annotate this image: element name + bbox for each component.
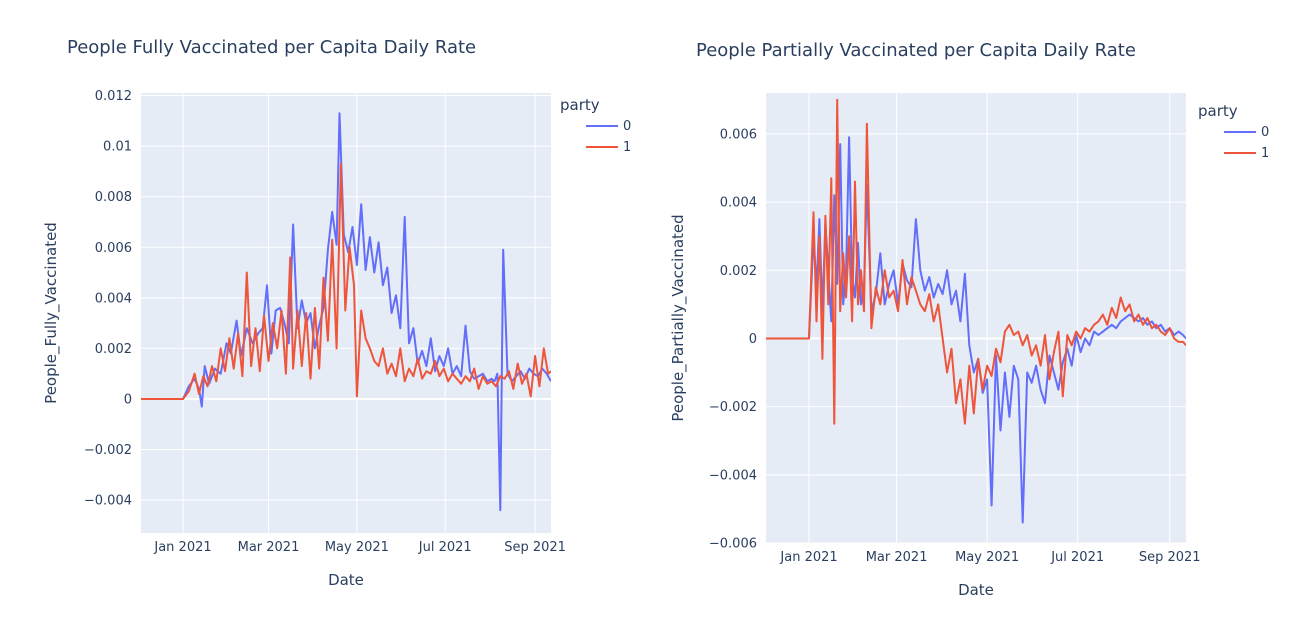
legend-label: 0 — [623, 119, 631, 134]
legend-label: 1 — [623, 140, 631, 155]
plot-area — [141, 93, 551, 533]
x-tick-label: Jan 2021 — [779, 550, 837, 565]
legend-item-1[interactable]: 1 — [1224, 146, 1269, 161]
x-tick-label: Sep 2021 — [504, 540, 566, 555]
x-tick-label: Sep 2021 — [1139, 550, 1201, 565]
y-tick-label: −0.006 — [709, 537, 757, 552]
legend-title: party — [560, 96, 600, 114]
chart-title: People Partially Vaccinated per Capita D… — [696, 40, 1136, 61]
y-axis-title: People_Fully_Vaccinated — [42, 222, 61, 404]
y-tick-label: 0 — [124, 392, 132, 407]
chart-1: −0.004 −0.002 0 0.002 0.004 0.006 0.008 0.01 0.0… — [42, 37, 631, 589]
x-tick-label: Mar 2021 — [238, 540, 300, 555]
y-tick-label: 0 — [749, 332, 757, 347]
series-line-0 — [141, 112, 551, 512]
y-tick-label: 0.006 — [95, 241, 132, 256]
y-tick-label: −0.002 — [84, 443, 132, 458]
x-tick-label: Jan 2021 — [153, 540, 211, 555]
chart-title: People Fully Vaccinated per Capita Daily… — [67, 37, 476, 58]
y-tick-label: 0.004 — [720, 196, 757, 211]
y-tick-label: 0.006 — [720, 127, 757, 142]
y-tick-label: 0.004 — [95, 291, 132, 306]
y-tick-label: 0.002 — [95, 342, 132, 357]
legend-title: party — [1198, 102, 1238, 120]
plot-area — [766, 93, 1186, 543]
legend-label: 0 — [1261, 125, 1269, 140]
series-line-1 — [141, 162, 551, 400]
y-tick-label: −0.004 — [709, 468, 757, 483]
y-tick-label: −0.002 — [709, 400, 757, 415]
legend-label: 1 — [1261, 146, 1269, 161]
y-tick-label: 0.012 — [95, 89, 132, 104]
legend-item-0[interactable]: 0 — [1224, 125, 1269, 140]
y-tick-label: 0.01 — [103, 140, 132, 155]
legend[interactable]: party 0 1 — [560, 96, 631, 155]
x-tick-label: Mar 2021 — [866, 550, 928, 565]
legend-item-1[interactable]: 1 — [586, 140, 631, 155]
y-tick-label: −0.004 — [84, 494, 132, 509]
x-tick-label: Jul 2021 — [1050, 550, 1104, 565]
x-axis-title: Date — [328, 571, 364, 589]
legend[interactable]: party 0 1 — [1198, 102, 1269, 161]
y-axis-title: People_Partially_Vaccinated — [669, 214, 688, 421]
y-tick-label: 0.002 — [720, 264, 757, 279]
chart-2: −0.006 −0.004 −0.002 0 0.002 0.004 0.006 Jan 20… — [669, 40, 1269, 599]
x-axis-title: Date — [958, 581, 994, 599]
y-tick-label: 0.008 — [95, 190, 132, 205]
x-tick-label: May 2021 — [325, 540, 389, 555]
x-tick-label: Jul 2021 — [418, 540, 472, 555]
legend-item-0[interactable]: 0 — [586, 119, 631, 134]
x-tick-label: May 2021 — [955, 550, 1019, 565]
series-line-1 — [766, 98, 1186, 425]
